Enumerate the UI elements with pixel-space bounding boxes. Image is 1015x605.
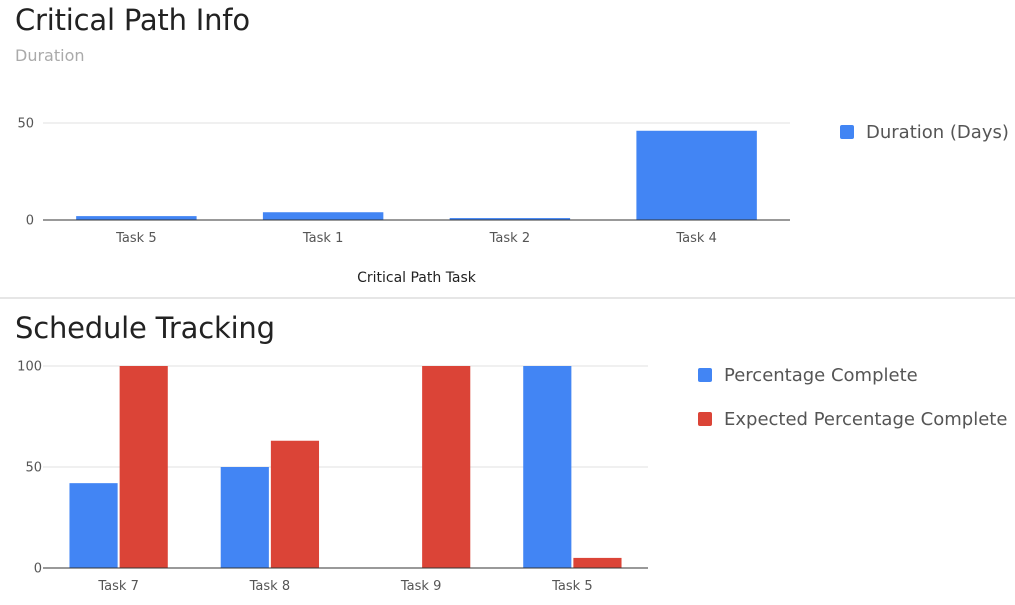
bar-duration-days-task-1 [262,212,384,220]
bar-expected-percentage-complete-task-9 [422,366,471,568]
x-tick-label-task-4: Task 4 [675,231,716,246]
x-tick-label-task-1: Task 1 [302,231,343,246]
chart-subtitle-duration: Duration [15,46,85,65]
chart-title-critical-path: Critical Path Info [15,3,250,37]
chart-title-schedule-tracking: Schedule Tracking [15,311,275,345]
legend-swatch-duration-days [840,125,854,139]
legend-label-duration-days: Duration (Days) [866,122,1009,143]
x-tick-label-task-2: Task 2 [489,231,530,246]
x-tick-label-task-5: Task 5 [551,579,592,594]
legend-swatch-expected-percentage-complete [698,412,712,426]
x-tick-label-task-8: Task 8 [249,579,290,594]
y-tick-label-100: 100 [17,360,42,375]
y-tick-label-50: 50 [25,461,42,476]
x-tick-label-task-7: Task 7 [97,579,138,594]
bar-duration-days-task-5 [76,216,197,220]
bar-percentage-complete-task-8 [220,467,269,568]
bar-expected-percentage-complete-task-7 [119,366,168,568]
x-tick-label-task-5: Task 5 [115,231,156,246]
y-tick-label-0: 0 [34,562,42,577]
bar-expected-percentage-complete-task-5 [573,557,622,568]
x-tick-label-task-9: Task 9 [400,579,441,594]
x-axis-title: Critical Path Task [357,270,477,286]
y-tick-label-50: 50 [17,117,34,132]
critical-path-chart: 0 50 Task 5 Task 1 Task 2 Task 4 Critical Path… [17,117,1009,287]
bar-duration-days-task-4 [636,130,757,220]
bar-expected-percentage-complete-task-8 [270,440,320,568]
bar-percentage-complete-task-5 [523,366,572,568]
legend-label-expected-percentage-complete: Expected Percentage Complete [724,409,1007,430]
panel-divider [0,297,1015,299]
legend-label-percentage-complete: Percentage Complete [724,365,918,386]
y-tick-label-0: 0 [26,214,34,229]
bar-percentage-complete-task-7 [69,483,118,568]
bar-duration-days-task-2 [449,218,571,220]
legend-swatch-percentage-complete [698,368,712,382]
